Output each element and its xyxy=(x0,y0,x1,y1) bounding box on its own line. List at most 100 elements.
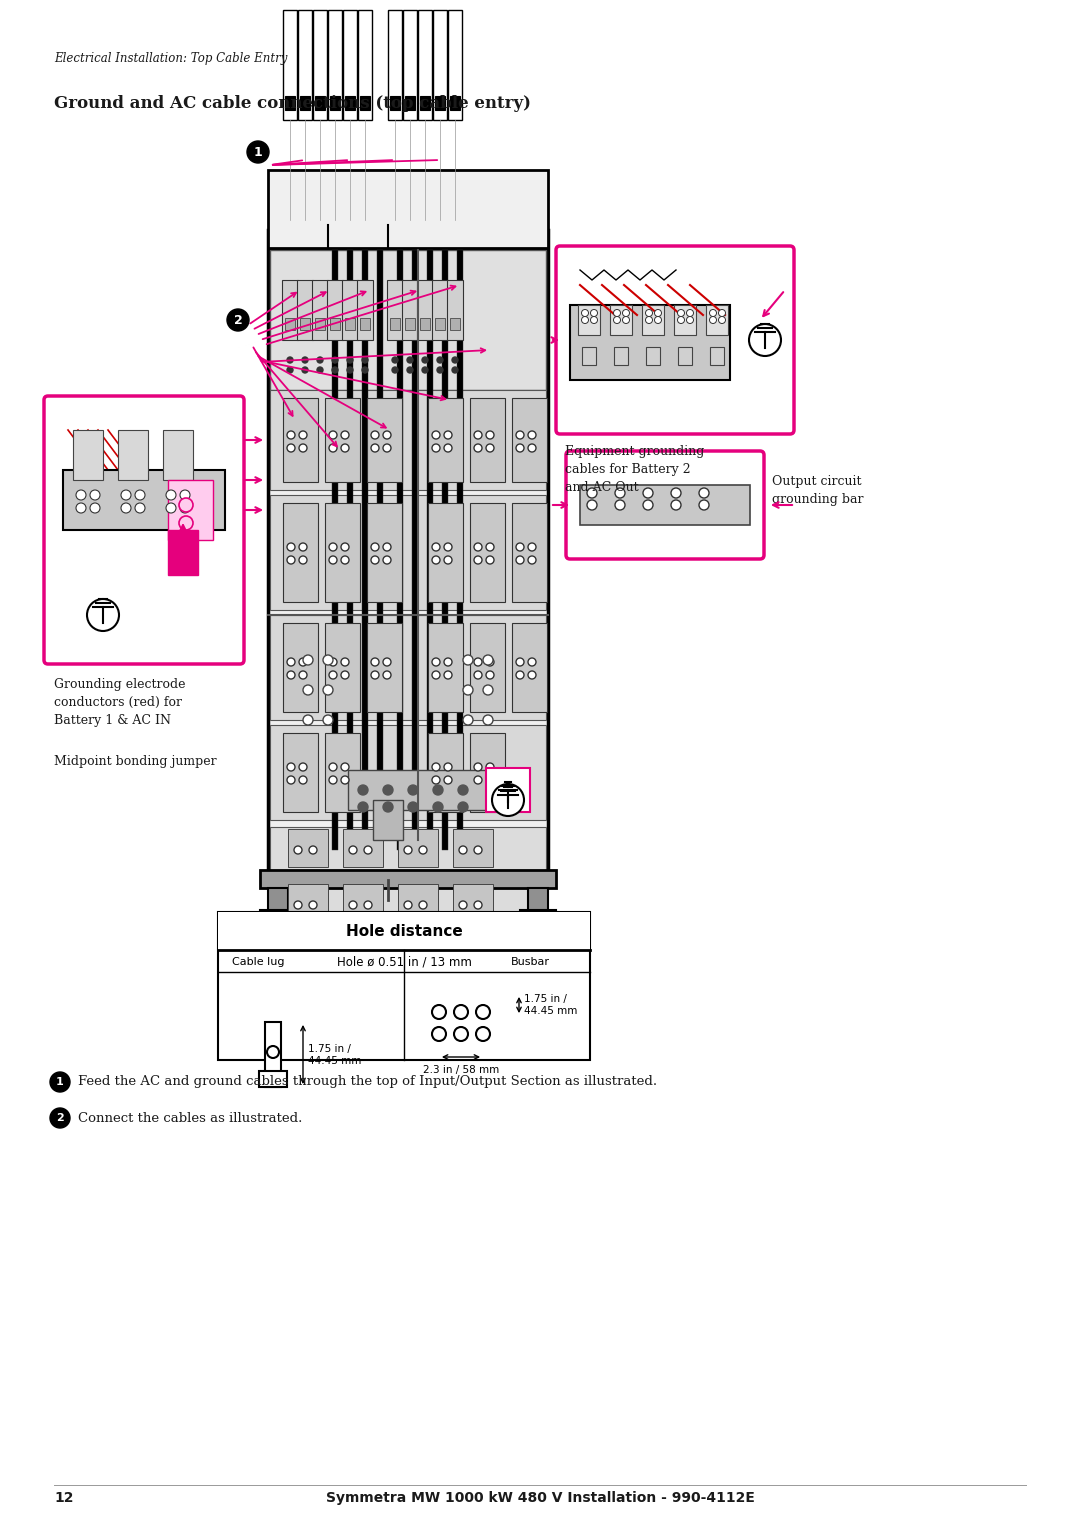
Circle shape xyxy=(166,503,176,513)
Circle shape xyxy=(718,310,726,316)
Bar xyxy=(330,318,340,330)
Circle shape xyxy=(302,358,308,364)
Circle shape xyxy=(516,542,524,552)
Circle shape xyxy=(408,785,418,795)
Circle shape xyxy=(179,516,193,530)
Text: Feed the AC and ground cables through the top of Input/Output Section as illustr: Feed the AC and ground cables through th… xyxy=(78,1076,657,1088)
Circle shape xyxy=(383,659,391,666)
Bar xyxy=(342,280,357,341)
Bar xyxy=(360,96,370,110)
Bar xyxy=(298,11,312,121)
Circle shape xyxy=(483,715,492,724)
Circle shape xyxy=(341,776,349,784)
Circle shape xyxy=(588,487,597,498)
Circle shape xyxy=(349,847,357,854)
Bar xyxy=(435,96,445,110)
Bar xyxy=(367,623,402,712)
Bar xyxy=(427,251,433,850)
Circle shape xyxy=(347,358,353,364)
Text: Connect the cables as illustrated.: Connect the cables as illustrated. xyxy=(78,1111,302,1125)
Circle shape xyxy=(463,656,473,665)
Bar xyxy=(512,397,546,481)
Bar xyxy=(405,96,415,110)
Circle shape xyxy=(299,431,307,439)
Circle shape xyxy=(299,659,307,666)
Circle shape xyxy=(613,310,621,316)
Circle shape xyxy=(459,847,467,854)
Circle shape xyxy=(357,785,368,795)
Bar xyxy=(313,11,327,121)
Bar xyxy=(73,429,103,480)
Circle shape xyxy=(383,445,391,452)
Bar xyxy=(270,495,546,610)
Circle shape xyxy=(444,542,453,552)
Circle shape xyxy=(671,487,681,498)
Circle shape xyxy=(341,659,349,666)
Circle shape xyxy=(432,659,440,666)
Bar xyxy=(260,911,296,918)
Bar xyxy=(270,827,546,869)
Circle shape xyxy=(364,847,372,854)
Circle shape xyxy=(372,671,379,678)
Circle shape xyxy=(699,500,708,510)
Text: Busbar: Busbar xyxy=(511,957,550,967)
Bar xyxy=(285,96,295,110)
Circle shape xyxy=(383,802,393,811)
Circle shape xyxy=(486,431,494,439)
Circle shape xyxy=(329,431,337,439)
Bar xyxy=(288,830,328,866)
Circle shape xyxy=(718,316,726,324)
FancyBboxPatch shape xyxy=(556,246,794,434)
Circle shape xyxy=(318,367,323,373)
Bar xyxy=(312,280,328,341)
Circle shape xyxy=(287,556,295,564)
Bar xyxy=(300,318,310,330)
Bar xyxy=(268,231,548,869)
Circle shape xyxy=(329,776,337,784)
Circle shape xyxy=(528,659,536,666)
Circle shape xyxy=(90,503,100,513)
Bar xyxy=(367,397,402,481)
Circle shape xyxy=(287,431,295,439)
Circle shape xyxy=(50,1108,70,1128)
Bar xyxy=(270,882,546,924)
Circle shape xyxy=(422,367,428,373)
Circle shape xyxy=(750,324,781,356)
Circle shape xyxy=(492,784,524,816)
Circle shape xyxy=(476,1005,490,1019)
Circle shape xyxy=(643,500,653,510)
Bar xyxy=(325,733,360,811)
Bar xyxy=(418,11,432,121)
Bar xyxy=(218,912,590,1060)
Circle shape xyxy=(453,367,458,373)
Circle shape xyxy=(486,556,494,564)
Circle shape xyxy=(591,316,597,324)
Circle shape xyxy=(299,542,307,552)
Circle shape xyxy=(483,685,492,695)
Text: 1: 1 xyxy=(254,145,262,159)
Circle shape xyxy=(622,310,630,316)
Circle shape xyxy=(302,367,308,373)
Circle shape xyxy=(581,316,589,324)
Circle shape xyxy=(432,762,440,772)
Circle shape xyxy=(341,445,349,452)
Circle shape xyxy=(362,367,368,373)
Circle shape xyxy=(341,671,349,678)
Bar xyxy=(168,530,198,575)
Bar xyxy=(428,733,463,811)
Circle shape xyxy=(687,310,693,316)
Circle shape xyxy=(341,556,349,564)
Circle shape xyxy=(299,671,307,678)
Bar xyxy=(390,318,400,330)
Circle shape xyxy=(303,685,313,695)
Circle shape xyxy=(432,445,440,452)
Bar xyxy=(259,1071,287,1086)
Circle shape xyxy=(287,542,295,552)
Bar xyxy=(448,11,462,121)
Circle shape xyxy=(432,671,440,678)
Bar xyxy=(325,397,360,481)
Bar xyxy=(512,503,546,602)
Bar xyxy=(268,170,548,251)
Bar xyxy=(450,318,460,330)
Bar xyxy=(399,885,438,921)
